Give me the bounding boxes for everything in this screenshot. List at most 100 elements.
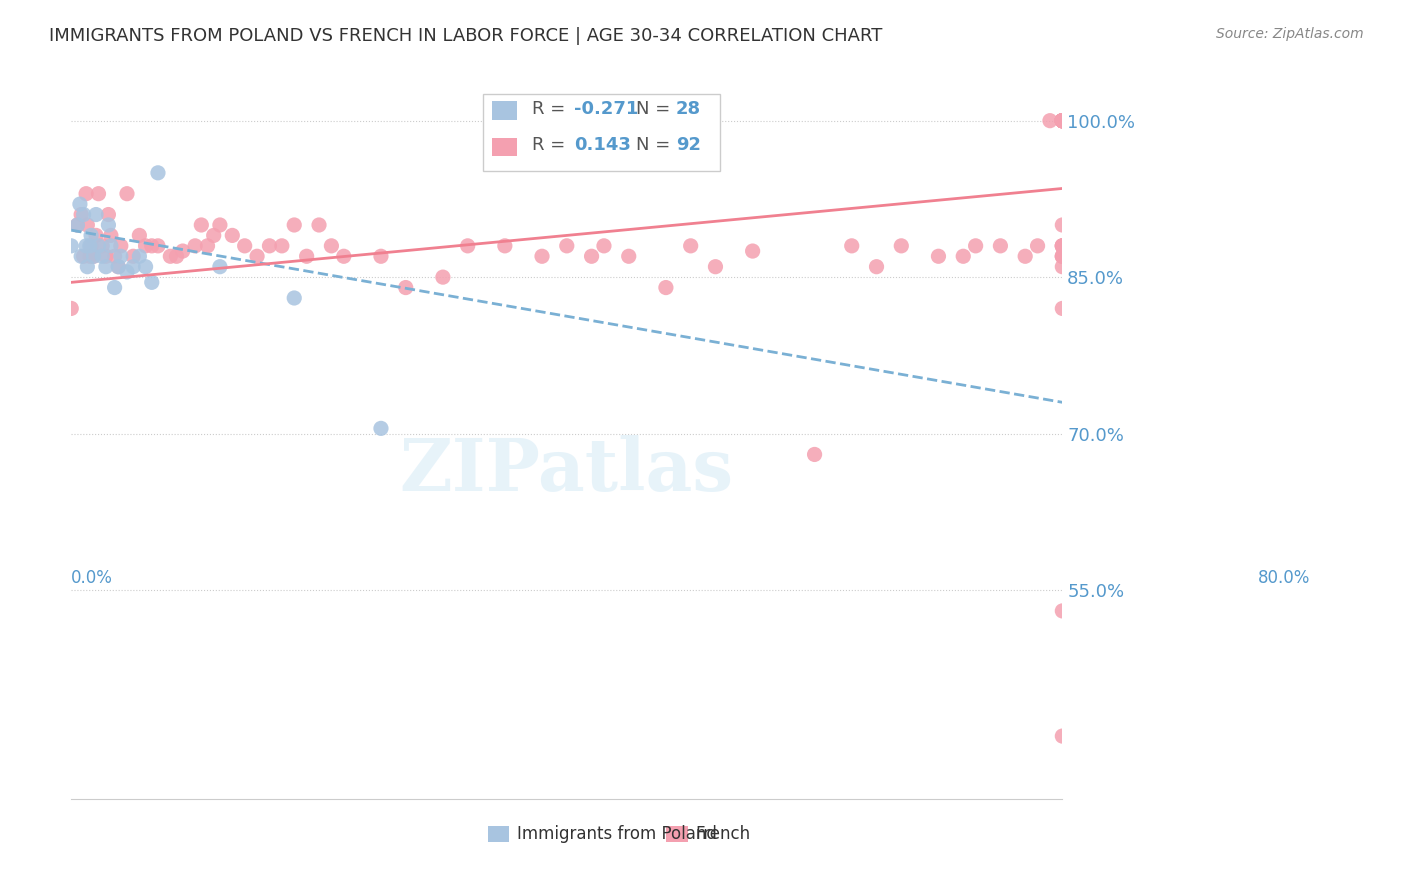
Point [1052, 301, 1074, 316]
Point [100, 228, 122, 243]
Point [679, 239, 702, 253]
Point [952, 249, 974, 263]
Point [259, 239, 281, 253]
Point [66, 218, 89, 232]
Point [1052, 113, 1074, 128]
Point [83, 249, 105, 263]
Point [741, 244, 763, 258]
Point [122, 260, 145, 274]
Point [593, 239, 616, 253]
Point [97, 208, 120, 222]
Text: R =: R = [531, 100, 571, 118]
Text: Immigrants from Poland: Immigrants from Poland [517, 825, 717, 844]
Text: 92: 92 [676, 136, 700, 154]
FancyBboxPatch shape [492, 138, 517, 156]
Point [865, 260, 887, 274]
Point [1052, 113, 1074, 128]
Point [1052, 113, 1074, 128]
Point [75, 186, 97, 201]
Text: 0.143: 0.143 [574, 136, 631, 154]
Point [1052, 260, 1074, 274]
Point [72, 208, 94, 222]
Point [283, 291, 305, 305]
Point [110, 249, 132, 263]
Point [110, 239, 132, 253]
Point [135, 239, 157, 253]
Point [83, 249, 105, 263]
Point [141, 276, 163, 290]
Point [1052, 113, 1074, 128]
Point [1052, 249, 1074, 263]
Point [135, 260, 157, 274]
Text: 0.0%: 0.0% [72, 569, 112, 587]
Point [128, 228, 150, 243]
Point [172, 244, 194, 258]
Point [79, 239, 101, 253]
Point [494, 239, 516, 253]
Point [990, 239, 1012, 253]
Point [166, 249, 188, 263]
Point [91, 239, 114, 253]
Point [370, 421, 392, 435]
Point [75, 239, 97, 253]
Point [1052, 239, 1074, 253]
Point [1052, 113, 1074, 128]
Point [79, 249, 101, 263]
Point [66, 218, 89, 232]
Point [107, 260, 129, 274]
Text: ZIPatlas: ZIPatlas [399, 434, 734, 506]
Point [87, 239, 110, 253]
Point [333, 249, 356, 263]
Point [80, 228, 103, 243]
Point [208, 218, 231, 232]
Point [890, 239, 912, 253]
Point [270, 239, 292, 253]
Point [104, 280, 127, 294]
Point [146, 166, 169, 180]
Point [295, 249, 318, 263]
Point [1052, 218, 1074, 232]
Point [1052, 604, 1074, 618]
Point [115, 265, 138, 279]
Point [1052, 113, 1074, 128]
Point [76, 260, 98, 274]
Point [457, 239, 479, 253]
Point [1039, 113, 1062, 128]
Point [94, 260, 117, 274]
Point [1052, 113, 1074, 128]
Point [190, 218, 212, 232]
Point [1052, 239, 1074, 253]
Point [395, 280, 418, 294]
Text: R =: R = [531, 136, 576, 154]
Text: N =: N = [636, 100, 676, 118]
Point [1014, 249, 1036, 263]
Point [283, 218, 305, 232]
Point [233, 239, 256, 253]
Point [1052, 239, 1074, 253]
Point [927, 249, 949, 263]
Point [704, 260, 727, 274]
Point [531, 249, 554, 263]
Point [128, 249, 150, 263]
FancyBboxPatch shape [666, 826, 688, 842]
Point [84, 228, 107, 243]
Point [80, 239, 103, 253]
Point [76, 218, 98, 232]
Point [246, 249, 269, 263]
Point [1052, 113, 1074, 128]
Point [60, 301, 83, 316]
Point [107, 260, 129, 274]
Point [1052, 249, 1074, 263]
Point [94, 249, 117, 263]
Point [70, 249, 93, 263]
Point [1052, 113, 1074, 128]
Point [321, 239, 343, 253]
FancyBboxPatch shape [488, 826, 509, 842]
Point [1052, 113, 1074, 128]
Point [72, 249, 94, 263]
Point [221, 228, 243, 243]
Text: IMMIGRANTS FROM POLAND VS FRENCH IN LABOR FORCE | AGE 30-34 CORRELATION CHART: IMMIGRANTS FROM POLAND VS FRENCH IN LABO… [49, 27, 883, 45]
Point [104, 249, 127, 263]
Text: N =: N = [636, 136, 676, 154]
Point [617, 249, 640, 263]
